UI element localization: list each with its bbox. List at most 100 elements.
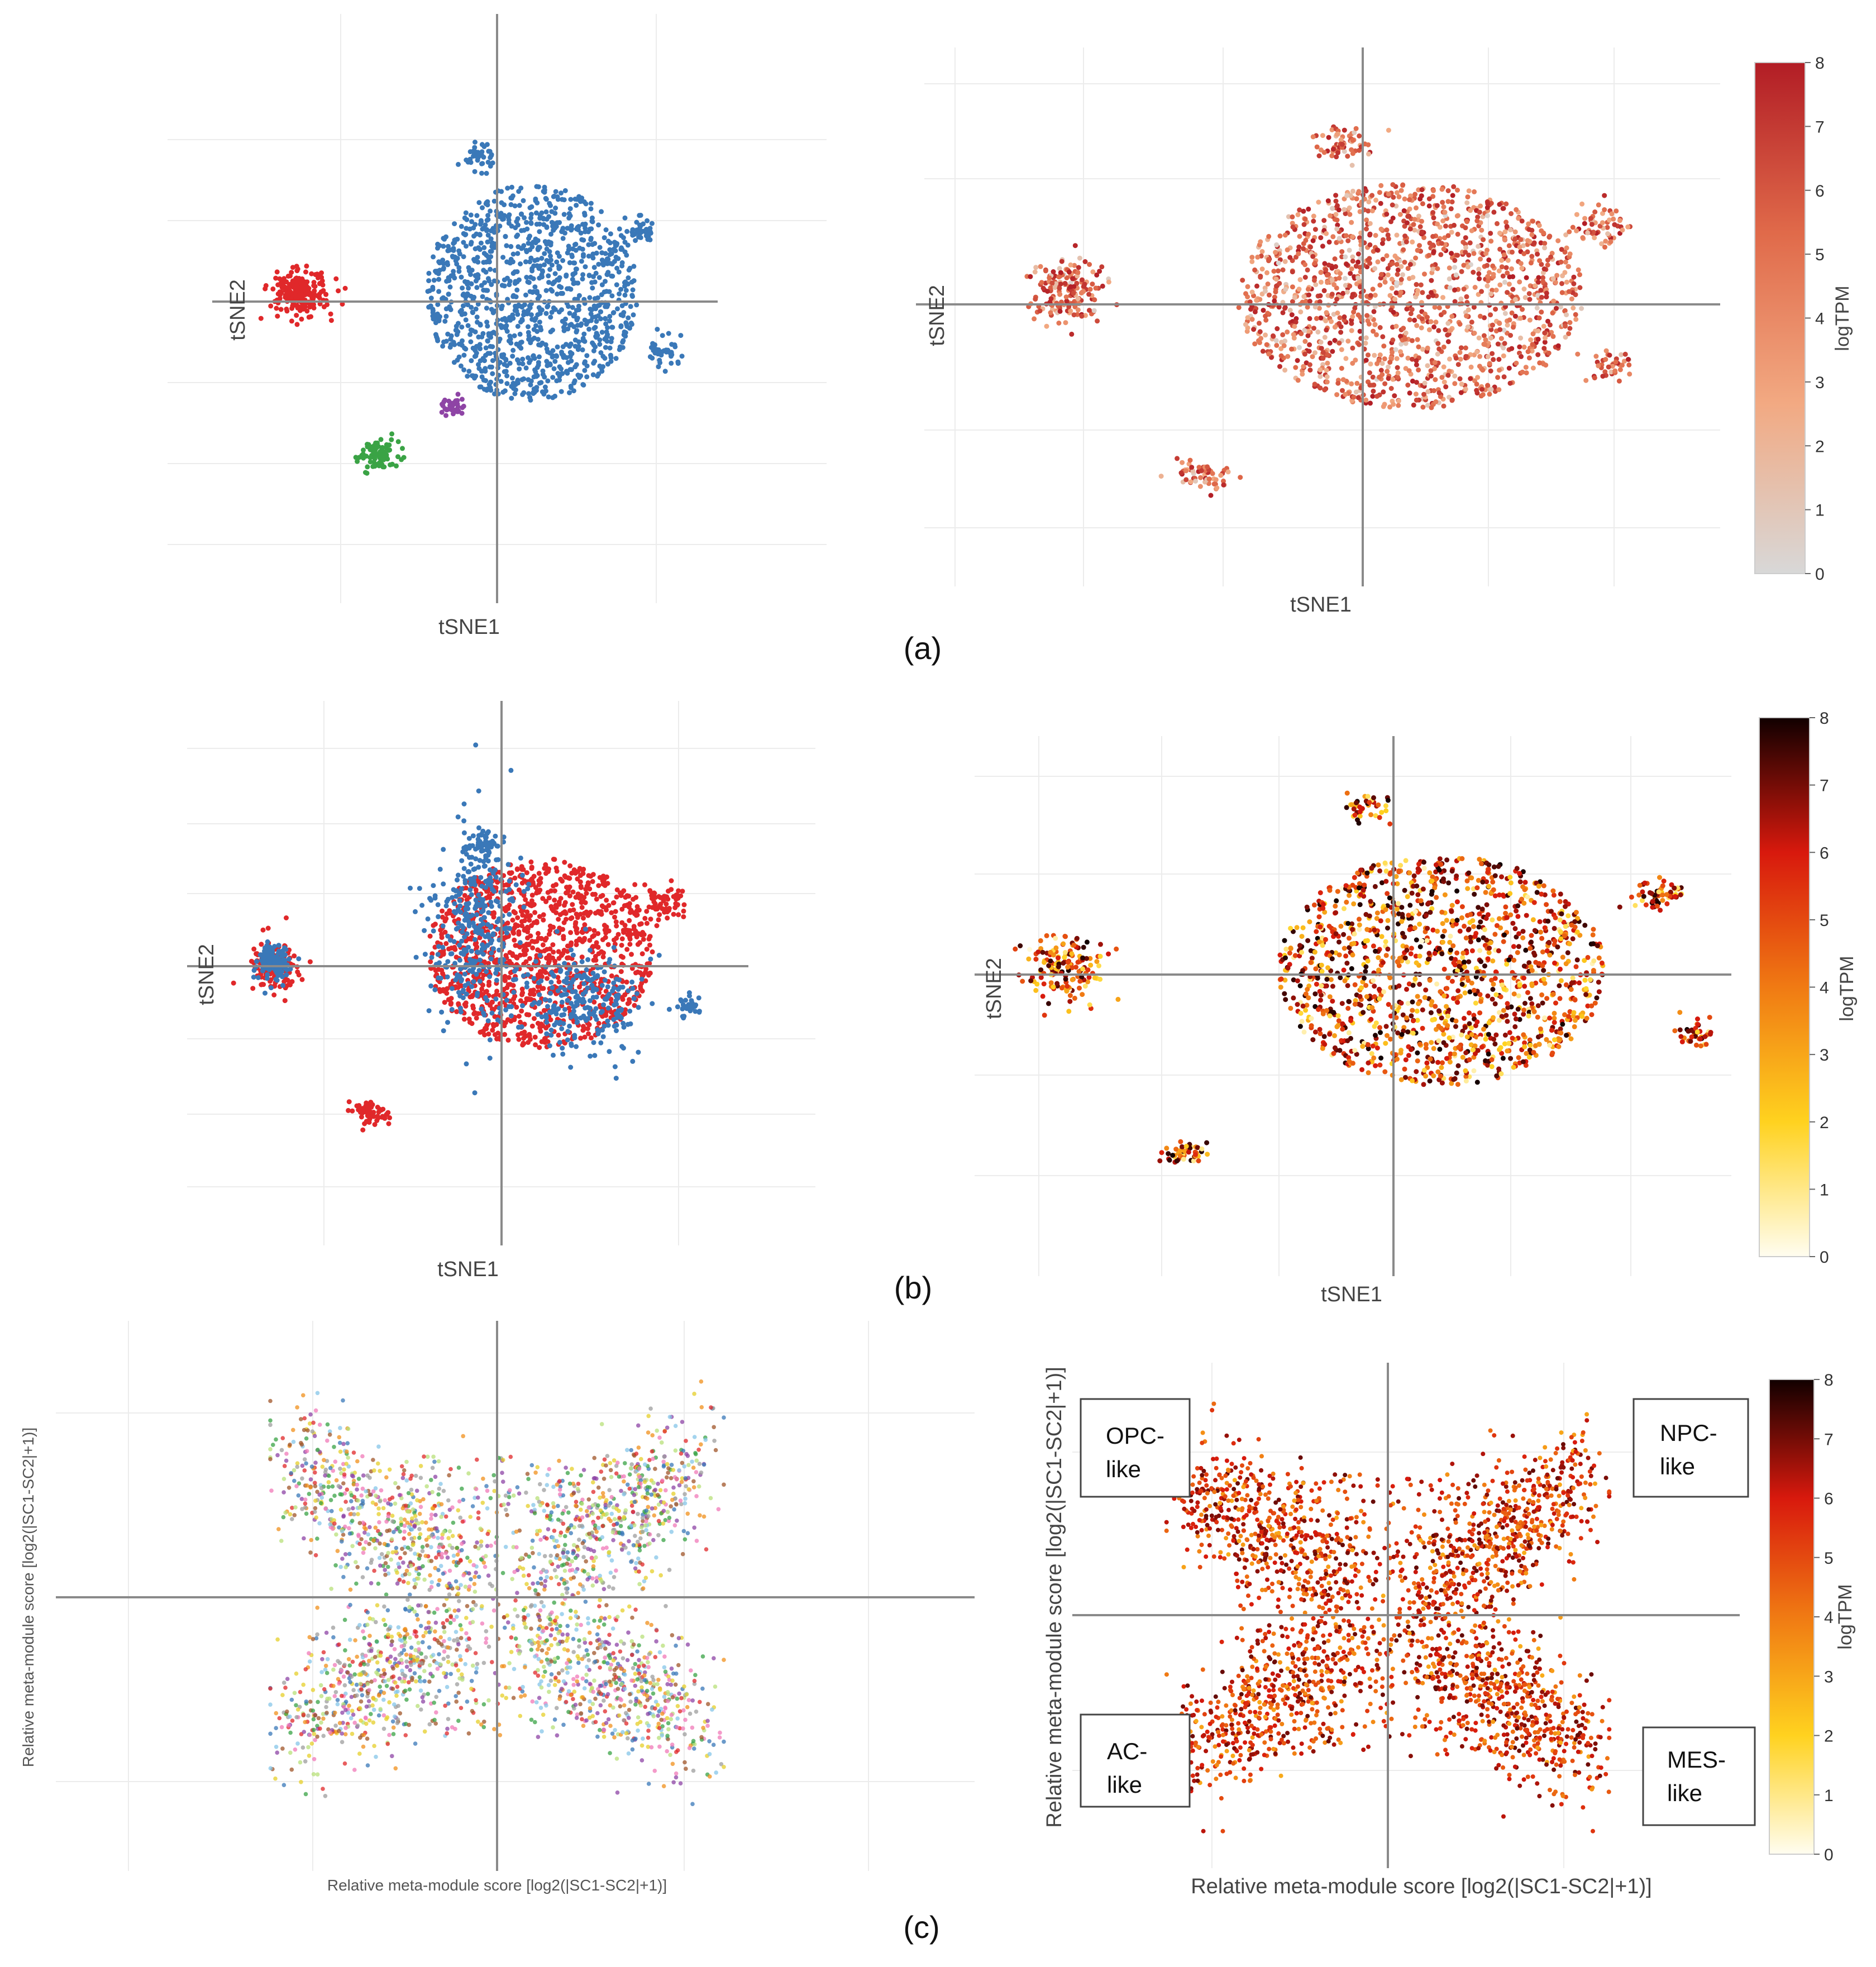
point [561, 920, 567, 925]
point [1068, 284, 1073, 289]
point [1324, 379, 1330, 385]
point [526, 324, 531, 330]
point [1458, 390, 1464, 395]
point [1518, 237, 1524, 242]
point [537, 1025, 543, 1030]
point [1330, 206, 1335, 211]
point [1349, 266, 1354, 271]
point [1350, 137, 1355, 143]
point [554, 259, 560, 265]
point [515, 244, 521, 250]
point [502, 1032, 508, 1037]
point [1603, 357, 1608, 362]
point [604, 338, 610, 344]
point [567, 322, 573, 328]
point [1441, 403, 1447, 409]
point [1306, 292, 1311, 298]
point [1290, 284, 1295, 290]
point [1407, 197, 1412, 202]
point [1465, 194, 1471, 200]
point [509, 384, 514, 389]
point [1255, 254, 1261, 260]
point [1463, 345, 1468, 351]
point [478, 240, 484, 246]
point [1345, 338, 1351, 344]
point [1078, 290, 1084, 296]
point [490, 371, 495, 376]
point [1301, 294, 1307, 299]
point [1525, 349, 1531, 355]
point [536, 871, 542, 876]
point [1316, 153, 1322, 159]
point [1349, 163, 1355, 168]
point [489, 249, 494, 254]
point [1325, 360, 1330, 366]
point [509, 395, 514, 401]
point [575, 227, 581, 232]
point [274, 269, 280, 275]
point [1477, 209, 1482, 215]
point [514, 1004, 519, 1010]
point [1376, 357, 1382, 363]
point [593, 270, 599, 276]
point [490, 160, 495, 166]
point [477, 232, 483, 237]
point [528, 312, 534, 318]
point [1289, 312, 1295, 318]
point [501, 355, 507, 360]
point [1282, 259, 1288, 264]
point [319, 275, 324, 280]
point [477, 978, 483, 984]
point [1429, 278, 1434, 283]
point [1602, 245, 1607, 250]
point [1593, 354, 1599, 359]
point [422, 952, 428, 957]
point [1072, 243, 1078, 249]
point [1391, 402, 1396, 407]
point [473, 742, 479, 748]
point [1428, 373, 1434, 379]
point [489, 152, 494, 157]
point [1559, 290, 1565, 295]
point [1439, 187, 1445, 192]
point [1472, 331, 1477, 336]
point [466, 268, 472, 274]
point [1316, 199, 1321, 205]
point [456, 269, 462, 274]
point [1476, 271, 1482, 276]
point [515, 251, 521, 256]
point [460, 338, 465, 343]
colorbar-tick-label: 5 [1815, 246, 1825, 264]
point [503, 234, 508, 240]
point [1539, 294, 1544, 300]
point [511, 990, 517, 995]
point [1282, 305, 1287, 311]
point [1474, 381, 1479, 387]
point [509, 184, 514, 190]
point [426, 1008, 432, 1014]
point [568, 942, 574, 948]
point [625, 1001, 631, 1006]
point [585, 880, 591, 886]
point [484, 1023, 490, 1028]
point [488, 956, 494, 962]
point [1382, 356, 1387, 361]
point [1613, 359, 1619, 365]
point [448, 336, 454, 342]
point [444, 407, 450, 413]
point [1057, 308, 1063, 314]
point [1476, 266, 1482, 272]
point [447, 305, 452, 311]
point [1534, 305, 1540, 311]
point [552, 271, 558, 276]
point [583, 229, 588, 235]
point [475, 155, 481, 160]
point [474, 1015, 479, 1021]
point [1477, 354, 1483, 359]
point [381, 457, 386, 462]
point [528, 382, 533, 388]
point [505, 1037, 511, 1043]
point [439, 935, 445, 940]
point [442, 1000, 447, 1005]
point [560, 258, 566, 263]
